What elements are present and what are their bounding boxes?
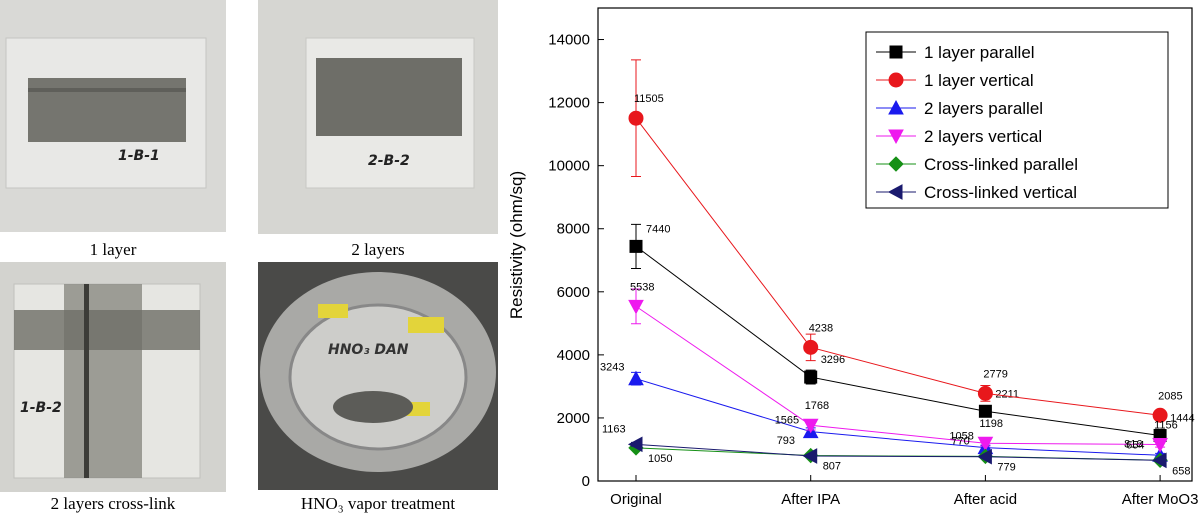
data-label: 1163 [602,423,626,435]
photo-cross-link: 1-B-2 [0,262,226,492]
data-label: 654 [1126,439,1144,451]
data-point [628,370,644,386]
legend-box [865,31,1169,209]
legend-marker [888,156,904,172]
y-tick-label: 6000 [557,284,590,301]
series-line [635,305,1161,446]
x-tick-label: After MoO3 [1122,491,1199,508]
series-line [635,443,1161,461]
x-tick-label: After acid [954,491,1017,508]
x-tick-label: After IPA [781,491,840,508]
y-tick-label: 14000 [548,32,590,49]
legend-marker [887,184,903,200]
data-point [803,339,819,355]
legend-label: 1 layer vertical [924,71,1034,90]
legend-marker [888,129,904,145]
y-tick-label: 0 [582,473,590,490]
photo-caption: 1 layer [89,240,137,259]
data-point [628,299,644,315]
data-point [1152,452,1167,469]
data-label: 1156 [1154,420,1178,432]
y-tick-label: 4000 [557,347,590,364]
data-point [1152,438,1168,453]
photo-1-layer: 1-B-1 [0,0,226,232]
data-label: 11505 [634,93,664,105]
legend-label: Cross-linked parallel [924,155,1078,174]
data-label: 1768 [805,400,829,412]
data-point [977,436,994,452]
data-point [629,239,643,253]
legend-marker [889,45,903,59]
data-point [1152,407,1168,423]
legend-marker [888,72,904,88]
data-point [978,404,992,418]
data-label: 2211 [995,388,1019,400]
y-tick-label: 2000 [557,410,590,427]
data-point [628,110,644,126]
data-point [802,448,818,464]
y-tick-label: 10000 [548,158,590,175]
plot-frame [597,7,1193,482]
data-label: 5538 [630,281,654,293]
data-point [804,370,818,384]
legend-label: Cross-linked vertical [924,183,1077,202]
photo-handwriting: 1-B-2 [20,400,62,416]
data-label: 807 [823,461,841,473]
data-label: 1565 [775,415,799,427]
legend-label: 2 layers vertical [924,127,1042,146]
photo-handwriting: 2-B-2 [368,153,410,169]
data-label: 2085 [1158,390,1182,402]
photo-hno3: HNO₃ DAN [258,262,498,490]
legend-marker [888,99,904,115]
legend-label: 1 layer parallel [924,43,1035,62]
photo-2-layers: 2-B-2 [258,0,498,234]
data-label: 3296 [821,354,845,366]
series-line [635,378,1161,456]
photo-handwriting: HNO₃ DAN [328,342,409,358]
photo-caption: 2 layers [351,240,405,259]
data-point [627,436,643,453]
photo-caption: 2 layers cross-link [50,494,176,513]
data-label: 658 [1172,465,1190,477]
data-point [977,448,992,465]
data-label: 2779 [983,368,1007,380]
data-label: 793 [777,435,795,447]
data-label: 7440 [646,223,670,235]
photo-handwriting: 1-B-1 [118,148,160,164]
data-label: 4238 [809,322,833,334]
x-tick-label: Original [610,491,662,508]
data-label: 1444 [1170,412,1194,424]
series-line [635,117,1161,416]
data-point [802,418,819,434]
data-point [977,385,993,401]
data-label: 1058 [949,431,973,443]
y-axis-label: Resistivity (ohm/sq) [507,171,526,319]
data-label: 1198 [979,418,1003,430]
y-tick-label: 8000 [557,221,590,238]
data-label: 779 [997,461,1015,473]
data-label: 3243 [600,362,624,374]
data-label: 1050 [648,453,672,465]
photo-caption: HNO₃ vapor treatment [300,494,456,513]
legend-label: 2 layers parallel [924,99,1043,118]
data-label: 770 [951,436,969,448]
y-tick-label: 12000 [548,95,590,112]
series-line [635,245,1161,436]
